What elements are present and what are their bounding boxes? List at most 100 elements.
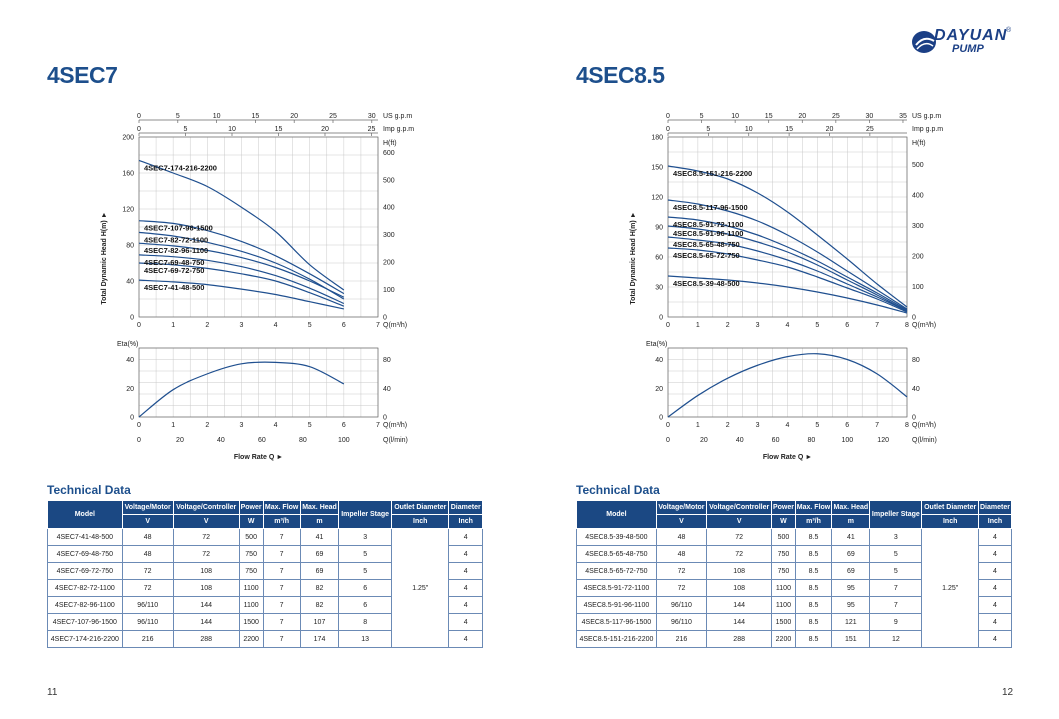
eta-q-tick-label: 2	[726, 422, 730, 429]
technical-data-table-left: Model Voltage/Motor Voltage/Controller Powe…	[47, 500, 483, 648]
eta-plot-frame	[667, 347, 908, 418]
q-tick-label: 1	[696, 322, 700, 329]
performance-chart-right: 0 5 10 15 20 25 30 35 US g.p.m0 5 10 15 20 25 Imp g.p.…	[630, 113, 943, 461]
table-cell: 8.5	[794, 562, 833, 580]
curve-label: 4SEC8.5-65-48-750	[673, 240, 740, 249]
table-cell: 500	[771, 528, 796, 546]
curve-label: 4SEC7-82-96-1100	[144, 246, 208, 255]
table-cell: 72	[655, 562, 708, 580]
lmin-tick-label: 100	[841, 437, 853, 444]
head-axis-label: Total Dynamic Head H(m) ►	[630, 211, 637, 304]
lmin-tick-label: 80	[808, 437, 816, 444]
table-cell: 1100	[771, 579, 796, 597]
us-gpm-tick-label: 30	[368, 113, 376, 120]
table-cell: 4SEC8.5-39-48-500	[576, 528, 657, 546]
table-cell: 4	[448, 579, 483, 597]
page-title-right: 4SEC8.5	[576, 62, 665, 88]
eta-q-tick-label: 3	[239, 422, 243, 429]
us-gpm-tick-label: 0	[137, 113, 141, 120]
table-cell: 174	[299, 630, 340, 648]
imp-gpm-tick-label: 15	[785, 126, 793, 133]
head-ft-tick-label: 0	[383, 315, 387, 322]
eta-q-tick-label: 7	[875, 422, 879, 429]
table-cell: 4SEC7-82-72-1100	[47, 579, 123, 597]
table-cell: 82	[299, 596, 340, 614]
eta-tick-label: 20	[655, 386, 663, 393]
th-max-flow: Max. Flow	[794, 500, 833, 515]
curve-label: 4SEC8.5-91-96-1100	[673, 229, 743, 238]
table-cell: 72	[655, 579, 708, 597]
table-cell: 3	[338, 528, 393, 546]
head-curve-4sec7-82-96-1100	[138, 242, 345, 298]
table-cell: 2200	[238, 630, 264, 648]
table-cell: 4SEC7-107-96-1500	[47, 613, 123, 631]
table-cell: 82	[299, 579, 340, 597]
th-unit: m³/h	[794, 514, 833, 529]
table-row: 4SEC7-69-72-750 72 108 750 7 69 5 4	[47, 562, 483, 580]
table-cell: 216	[121, 630, 174, 648]
us-gpm-tick-label: 10	[731, 113, 739, 120]
table-cell: 750	[771, 562, 796, 580]
us-gpm-tick-label: 20	[290, 113, 298, 120]
eta-q-tick-label: 6	[845, 422, 849, 429]
table-cell: 4	[448, 562, 483, 580]
table-cell: 7	[262, 630, 301, 648]
th-voltage-controller: Voltage/Controller	[172, 500, 240, 515]
table-cell: 4	[977, 613, 1013, 631]
eta-q-tick-label: 1	[696, 422, 700, 429]
head-curve-4sec7-107-96-1500	[138, 220, 345, 295]
head-tick-label: 90	[655, 225, 663, 232]
us-gpm-tick-label: 30	[866, 113, 874, 120]
table-cell: 2200	[771, 630, 796, 648]
q-tick-label: 8	[905, 322, 909, 329]
table-cell: 7	[869, 579, 923, 597]
th-unit: m	[299, 514, 340, 529]
eta-tick-label: 0	[659, 415, 663, 422]
q-tick-label: 0	[137, 322, 141, 329]
curve-label: 4SEC7-174-216-2200	[144, 163, 217, 172]
table-cell: 12	[869, 630, 923, 648]
head-tick-label: 0	[659, 315, 663, 322]
table-cell: 216	[655, 630, 708, 648]
th-max-head: Max. Head	[299, 500, 340, 515]
eta-axis-label: Eta(%)	[646, 341, 667, 348]
eta-q-tick-label: 2	[205, 422, 209, 429]
eta-tick-label: 20	[126, 386, 134, 393]
head-ft-tick-label: 600	[383, 150, 395, 157]
curve-label: 4SEC8.5-39-48-500	[673, 279, 740, 288]
table-cell: 96/110	[655, 596, 708, 614]
th-unit: V	[655, 514, 708, 529]
table-cell: 750	[238, 545, 264, 563]
table-row: 4SEC8.5-91-72-1100 72 108 1100 8.5 95 7 4	[576, 579, 1013, 597]
head-plot-frame	[138, 136, 379, 318]
eta-q-unit: Q(m³/h)	[912, 422, 936, 429]
table-cell: 750	[238, 562, 264, 580]
table-cell: 8.5	[794, 630, 833, 648]
th-unit: Inch	[391, 514, 450, 529]
imp-gpm-tick-label: 20	[321, 126, 329, 133]
table-cell: 48	[655, 545, 708, 563]
q-tick-label: 3	[756, 322, 760, 329]
th-outlet-diameter: Outlet Diameter	[391, 500, 450, 515]
brand-name: DAYUAN	[934, 27, 1008, 44]
table-cell: 6	[338, 596, 393, 614]
table-cell: 1100	[238, 579, 264, 597]
table-cell: 4SEC7-69-48-750	[47, 545, 123, 563]
head-curve-4sec7-82-72-1100	[138, 231, 345, 300]
table-cell: 8.5	[794, 596, 833, 614]
head-ft-tick-label: 500	[912, 162, 924, 169]
performance-chart-left: 0 5 10 15 20 25 30 US g.p.m0 5 10 15 20 25 Imp g.p.m0…	[101, 113, 414, 461]
imp-gpm-unit: Imp g.p.m	[383, 126, 414, 133]
curve-label: 4SEC7-41-48-500	[144, 283, 204, 292]
head-tick-label: 80	[126, 243, 134, 250]
table-cell: 4	[977, 579, 1013, 597]
head-curve-4sec8.5-151-216-2200	[667, 165, 908, 308]
page-title-left: 4SEC7	[47, 62, 118, 88]
eta-axis-label: Eta(%)	[117, 341, 138, 348]
table-cell: 288	[172, 630, 240, 648]
table-cell: 48	[121, 528, 174, 546]
eta-plot-frame	[138, 347, 379, 418]
table-row: 4SEC7-174-216-2200 216 288 2200 7 174 13 4	[47, 630, 483, 648]
q-unit: Q(m³/h)	[383, 322, 407, 329]
table-cell: 4SEC8.5-65-72-750	[576, 562, 657, 580]
